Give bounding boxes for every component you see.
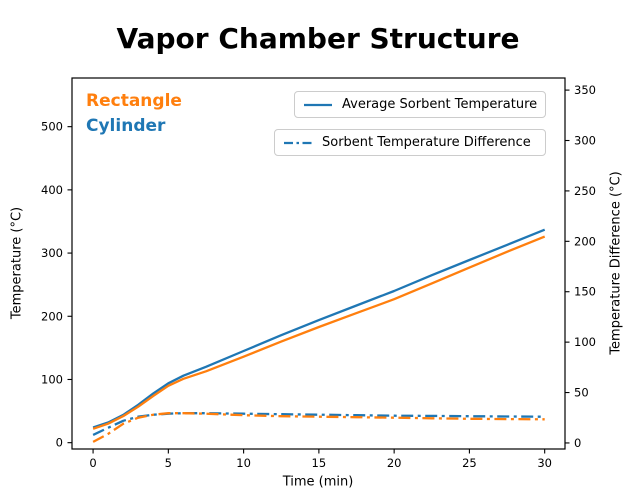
- y-right-tick-label: 350: [574, 83, 596, 97]
- legend-label-avg-temp: Average Sorbent Temperature: [342, 97, 538, 112]
- legend-avg-sorbent-temperature: Average Sorbent Temperature: [294, 91, 546, 118]
- x-tick-label: 15: [312, 456, 327, 470]
- x-tick-label: 30: [537, 456, 552, 470]
- x-tick-label: 20: [387, 456, 402, 470]
- y-left-tick-label: 0: [56, 436, 63, 450]
- series-line: [92, 228, 546, 429]
- annotation-rectangle: Rectangle: [86, 91, 182, 111]
- x-axis-label: Time (min): [282, 474, 354, 490]
- x-tick-label: 0: [89, 456, 96, 470]
- y-right-tick-label: 50: [574, 386, 589, 400]
- y-right-tick-label: 200: [574, 234, 596, 248]
- y-right-tick-label: 300: [574, 134, 596, 148]
- y-left-tick-label: 400: [41, 183, 63, 197]
- y-left-tick-label: 100: [41, 372, 63, 386]
- legend-label-temp-diff: Sorbent Temperature Difference: [322, 135, 531, 150]
- series-line: [92, 412, 545, 443]
- y-left-tick-label: 500: [41, 120, 63, 134]
- y-right-tick-label: 100: [574, 335, 596, 349]
- y-axis-label-right: Temperature Difference (°C): [608, 171, 624, 355]
- legend-dashdot-line-swatch: [284, 141, 312, 144]
- series-line: [92, 235, 546, 430]
- y-right-tick-label: 0: [574, 436, 581, 450]
- y-right-tick-label: 250: [574, 184, 596, 198]
- y-left-tick-label: 300: [41, 246, 63, 260]
- y-axis-label-left: Temperature (°C): [9, 206, 25, 320]
- x-tick-label: 5: [165, 456, 172, 470]
- legend-sorbent-temperature-difference: Sorbent Temperature Difference: [274, 129, 546, 156]
- x-tick-label: 10: [236, 456, 251, 470]
- chart-title: Vapor Chamber Structure: [116, 22, 520, 55]
- y-right-tick-label: 150: [574, 285, 596, 299]
- series-line: [92, 412, 545, 436]
- y-left-tick-label: 200: [41, 309, 63, 323]
- legend-solid-line-swatch: [304, 103, 332, 106]
- annotation-cylinder: Cylinder: [86, 116, 166, 136]
- x-tick-label: 25: [462, 456, 477, 470]
